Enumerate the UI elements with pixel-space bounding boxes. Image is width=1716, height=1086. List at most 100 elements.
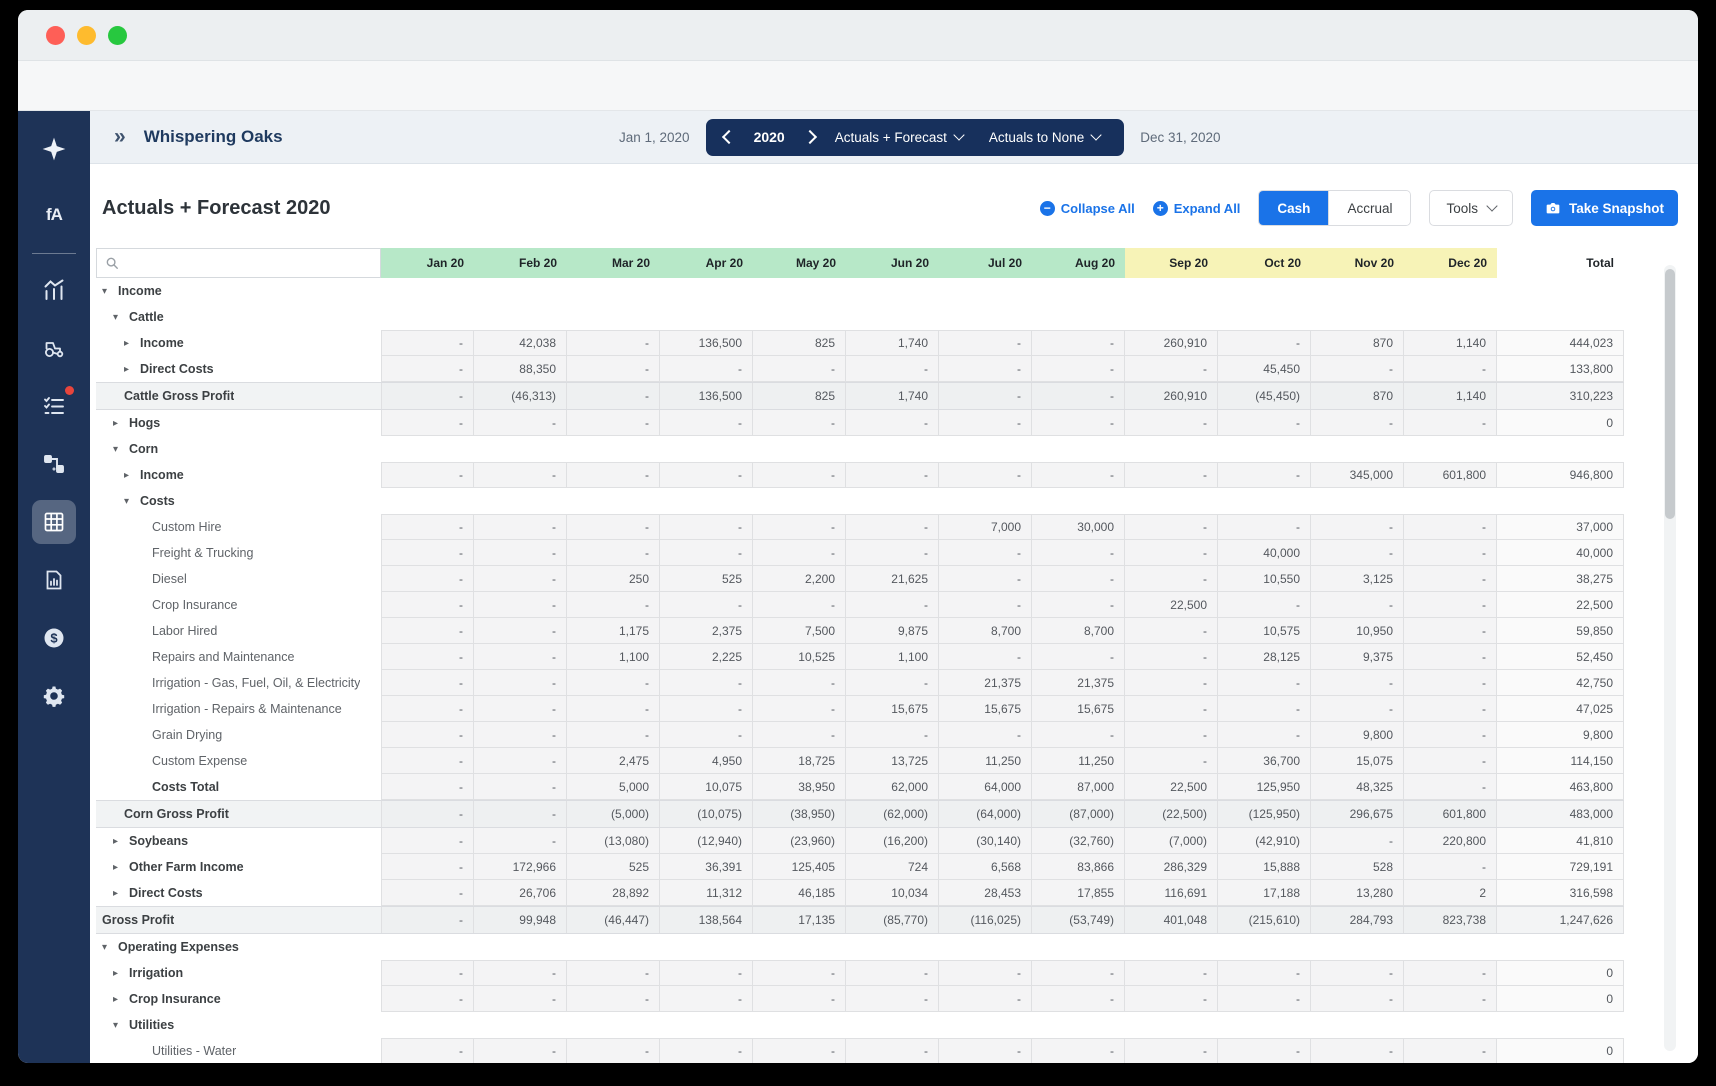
value-cell[interactable]: - — [1032, 644, 1125, 670]
value-cell[interactable]: 30,000 — [1032, 514, 1125, 540]
value-cell[interactable]: 0 — [1497, 410, 1624, 436]
table-row[interactable]: Irrigation - Gas, Fuel, Oil, & Electrici… — [96, 670, 1624, 696]
value-cell[interactable]: 136,500 — [660, 330, 753, 356]
value-cell[interactable]: - — [1311, 592, 1404, 618]
value-cell[interactable]: (7,000) — [1125, 828, 1218, 854]
value-cell[interactable]: (10,075) — [660, 801, 753, 827]
value-cell[interactable]: 724 — [846, 854, 939, 880]
value-cell[interactable]: - — [567, 462, 660, 488]
value-cell[interactable]: - — [939, 462, 1032, 488]
table-row[interactable]: ▾ Operating Expenses — [96, 934, 1624, 960]
value-cell[interactable]: 4,950 — [660, 748, 753, 774]
value-cell[interactable]: - — [474, 774, 567, 800]
table-row[interactable]: Cattle Gross Profit - (46,313) -136,500 825 1… — [96, 382, 1624, 410]
value-cell[interactable]: - — [660, 722, 753, 748]
value-cell[interactable]: - — [1125, 722, 1218, 748]
comparison-select[interactable]: Actuals to None — [983, 129, 1106, 145]
value-cell[interactable]: - — [846, 410, 939, 436]
value-cell[interactable]: - — [846, 462, 939, 488]
value-cell[interactable]: - — [1032, 410, 1125, 436]
reports-document-icon[interactable] — [32, 558, 76, 602]
value-cell[interactable]: 15,888 — [1218, 854, 1311, 880]
value-cell[interactable]: 284,793 — [1311, 907, 1404, 933]
value-cell[interactable]: 11,312 — [660, 880, 753, 906]
table-row[interactable]: ▸ Soybeans - - (13,080) (12,940) (23,960) (16,2… — [96, 828, 1624, 854]
value-cell[interactable]: - — [939, 644, 1032, 670]
value-cell[interactable]: - — [660, 960, 753, 986]
value-cell[interactable]: - — [567, 592, 660, 618]
value-cell[interactable]: 125,405 — [753, 854, 846, 880]
value-cell[interactable]: 26,706 — [474, 880, 567, 906]
value-cell[interactable]: 18,725 — [753, 748, 846, 774]
value-cell[interactable]: - — [474, 696, 567, 722]
value-cell[interactable]: (215,610) — [1218, 907, 1311, 933]
table-row[interactable]: ▸ Hogs - - - - - - - - - - - -0 — [96, 410, 1624, 436]
value-cell[interactable]: - — [567, 670, 660, 696]
value-cell[interactable]: 45,450 — [1218, 356, 1311, 382]
value-cell[interactable]: 116,691 — [1125, 880, 1218, 906]
value-cell[interactable]: (32,760) — [1032, 828, 1125, 854]
value-cell[interactable]: - — [846, 514, 939, 540]
value-cell[interactable]: (16,200) — [846, 828, 939, 854]
value-cell[interactable]: - — [660, 986, 753, 1012]
value-cell[interactable]: - — [1404, 644, 1497, 670]
value-cell[interactable]: - — [1032, 330, 1125, 356]
value-cell[interactable]: 525 — [660, 566, 753, 592]
value-cell[interactable]: 46,185 — [753, 880, 846, 906]
expand-row-icon[interactable]: ▸ — [124, 337, 130, 349]
value-cell[interactable]: - — [753, 592, 846, 618]
value-cell[interactable]: 250 — [567, 566, 660, 592]
value-cell[interactable]: - — [567, 540, 660, 566]
value-cell[interactable]: - — [660, 462, 753, 488]
value-cell[interactable]: - — [1404, 514, 1497, 540]
value-cell[interactable]: 17,855 — [1032, 880, 1125, 906]
value-cell[interactable]: - — [1404, 540, 1497, 566]
value-cell[interactable]: - — [660, 356, 753, 382]
value-cell[interactable]: - — [1032, 566, 1125, 592]
tasks-checklist-icon[interactable] — [32, 384, 76, 428]
value-cell[interactable]: - — [381, 410, 474, 436]
value-cell[interactable]: - — [474, 670, 567, 696]
value-cell[interactable]: 40,000 — [1218, 540, 1311, 566]
value-cell[interactable]: 296,675 — [1311, 801, 1404, 827]
value-cell[interactable]: - — [660, 1038, 753, 1063]
value-cell[interactable]: 10,075 — [660, 774, 753, 800]
value-cell[interactable]: - — [381, 540, 474, 566]
value-cell[interactable]: - — [1125, 618, 1218, 644]
value-cell[interactable]: 1,247,626 — [1497, 907, 1624, 933]
value-cell[interactable]: 444,023 — [1497, 330, 1624, 356]
expand-row-icon[interactable]: ▸ — [113, 993, 119, 1005]
value-cell[interactable]: (53,749) — [1032, 907, 1125, 933]
value-cell[interactable]: - — [381, 801, 474, 827]
value-cell[interactable]: 220,800 — [1404, 828, 1497, 854]
collapse-row-icon[interactable]: ▾ — [113, 1019, 119, 1031]
value-cell[interactable]: 6,568 — [939, 854, 1032, 880]
expand-all-button[interactable]: + Expand All — [1152, 200, 1240, 216]
vertical-scrollbar[interactable] — [1664, 265, 1676, 1051]
value-cell[interactable]: - — [567, 986, 660, 1012]
value-cell[interactable]: (64,000) — [939, 801, 1032, 827]
value-cell[interactable]: 7,000 — [939, 514, 1032, 540]
workflows-icon[interactable] — [32, 442, 76, 486]
value-cell[interactable]: (42,910) — [1218, 828, 1311, 854]
value-cell[interactable]: 42,750 — [1497, 670, 1624, 696]
expand-row-icon[interactable]: ▸ — [113, 417, 119, 429]
value-cell[interactable]: 10,525 — [753, 644, 846, 670]
value-cell[interactable]: - — [939, 566, 1032, 592]
value-cell[interactable]: - — [381, 383, 474, 409]
value-cell[interactable]: 345,000 — [1311, 462, 1404, 488]
value-cell[interactable]: (85,770) — [846, 907, 939, 933]
funding-dollar-icon[interactable]: $ — [32, 616, 76, 660]
value-cell[interactable]: - — [567, 383, 660, 409]
value-cell[interactable]: 2,200 — [753, 566, 846, 592]
table-row[interactable]: Labor Hired - -1,175 2,375 7,500 9,875 8,700 8,… — [96, 618, 1624, 644]
value-cell[interactable]: - — [939, 540, 1032, 566]
value-cell[interactable]: 260,910 — [1125, 330, 1218, 356]
value-cell[interactable]: - — [753, 540, 846, 566]
value-cell[interactable]: 1,175 — [567, 618, 660, 644]
table-row[interactable]: ▸ Irrigation - - - - - - - - - - - -0 — [96, 960, 1624, 986]
value-cell[interactable]: - — [1311, 986, 1404, 1012]
value-cell[interactable]: - — [474, 828, 567, 854]
value-cell[interactable]: - — [753, 1038, 846, 1063]
value-cell[interactable]: - — [1218, 696, 1311, 722]
